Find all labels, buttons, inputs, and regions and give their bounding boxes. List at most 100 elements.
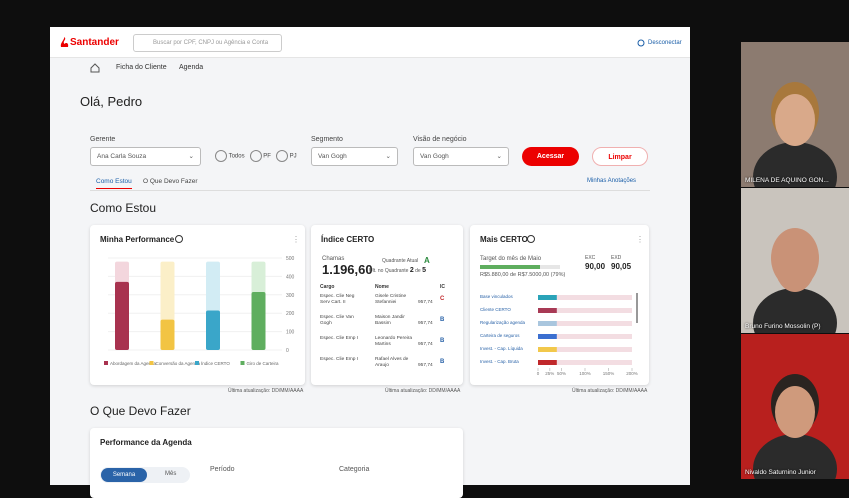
y-tick-label: 300 (286, 293, 295, 299)
name: Gisele Cristine Stefanniei (375, 294, 407, 305)
role: Espec. Clie Neg Serv Cart. II (320, 294, 355, 305)
updated: Última atualização: DD/MM/AAAA (385, 388, 461, 394)
last-quadrant: Últ. no Quadrante 2 de 5 (369, 267, 426, 274)
nav-link[interactable]: Ficha do Cliente (116, 64, 167, 71)
nav-link[interactable]: Agenda (179, 64, 204, 71)
section-title: O Que Devo Fazer (90, 404, 191, 418)
bar-track (538, 308, 632, 313)
card-title: Mais CERTO (480, 235, 528, 244)
radio-label[interactable]: PF (263, 153, 271, 160)
column-header: Cargo (320, 284, 335, 290)
manager-select[interactable]: Ana Carla Souza ⌄ (90, 147, 201, 166)
x-tick-label: 25% (545, 371, 554, 376)
exc-label: EXC (585, 255, 596, 261)
score: 1.196,60 (322, 262, 373, 277)
x-tick-label: 200% (626, 371, 638, 376)
y-tick-label: 400 (286, 274, 295, 280)
grade: B (440, 338, 445, 344)
legend-swatch (104, 361, 108, 365)
divider (90, 190, 650, 191)
logo: Santander (70, 37, 119, 48)
radio-group: Todos PF PJ (215, 150, 297, 162)
score-label: Chamas (322, 256, 345, 262)
search-placeholder: Buscar por CPF, CNPJ ou Agência e Conta (153, 40, 269, 46)
row-label: Carteira de seguros (480, 333, 520, 338)
last-label: Últ. no Quadrante (369, 268, 409, 274)
last-value: 2 (409, 267, 414, 274)
indice-card (311, 225, 463, 385)
bar-track (538, 360, 632, 365)
mais-chart: Base vinculados Cliente CERTO Regularizaçã… (480, 235, 644, 376)
performance-chart: 500 400 300 200 100 0 Abordagem da Agenda Conve… (104, 235, 300, 366)
business-select[interactable]: Van Gogh ⌄ (413, 147, 509, 166)
menu-icon: ⋮ (636, 235, 644, 244)
clear-button[interactable]: Limpar (592, 147, 648, 166)
exd: 90,05 (611, 262, 632, 271)
notes-link[interactable]: Minhas Anotações (587, 178, 637, 184)
legend-swatch (240, 361, 245, 365)
role: Espec. Clie Emp I (320, 336, 359, 341)
y-tick-label: 100 (286, 330, 295, 336)
participant-video (753, 228, 837, 333)
x-tick-label: 100% (579, 371, 591, 376)
row-label: Regularização agenda (480, 320, 526, 325)
bar-track (538, 347, 632, 352)
field-label: Categoria (339, 466, 370, 473)
legend-swatch (195, 361, 199, 365)
bar (538, 334, 557, 339)
y-tick-label: 200 (286, 311, 295, 317)
row-label: Invest. - Cap. Bruta (480, 359, 519, 364)
bar (115, 281, 129, 350)
grade: C (440, 296, 445, 302)
value: 957,74 (418, 300, 433, 305)
bar-track (538, 334, 632, 339)
filter-label: Segmento (311, 136, 343, 143)
column-header: IC (440, 284, 445, 290)
tab[interactable]: Mês (165, 471, 177, 477)
bar-track (538, 295, 632, 300)
last-total: 5 (422, 267, 427, 274)
tab-active[interactable]: Semana (101, 468, 147, 482)
page: Santander Buscar por CPF, CNPJ ou Agênci… (50, 27, 849, 498)
role: Espec. Clie Emp I (320, 357, 359, 362)
legend-swatch (149, 361, 154, 365)
radio-label[interactable]: PJ (289, 153, 297, 160)
business-value: Van Gogh (420, 153, 449, 160)
mais-card (470, 225, 649, 385)
bar-track (538, 321, 632, 326)
tab[interactable]: O Que Devo Fazer (143, 178, 198, 185)
legend-label: Giro de Carteira (247, 361, 280, 366)
name: Rafael Alves de Araujo (375, 357, 409, 368)
participant-tile: MILENA DE AQUINO GON... (741, 42, 849, 187)
card-title: Performance da Agenda (100, 438, 192, 447)
column-header: Nome (375, 284, 389, 290)
field-label: Período (210, 466, 235, 473)
row-label: Invest. - Cap. Líquida (480, 346, 523, 351)
legend-label: Índice CERTO (201, 360, 230, 366)
row-label: Base vinculados (480, 294, 514, 299)
value: 957,74 (418, 342, 433, 347)
bar (538, 360, 557, 365)
bar (538, 295, 557, 300)
x-tick-label: 50% (557, 371, 566, 376)
participant-name: Nivaldo Saturnino Junior (745, 469, 816, 476)
row-label: Cliente CERTO (480, 307, 511, 312)
home-icon[interactable] (90, 63, 100, 73)
quadrant-label: Quadrante Atual (382, 258, 419, 264)
bar (251, 292, 266, 350)
x-tick-label: 0 (537, 371, 540, 376)
name: Maison Jandir Bassim (375, 315, 405, 326)
updated: Última atualização: DD/MM/AAAA (572, 388, 648, 394)
quadrant: A (424, 256, 430, 265)
target-bar (480, 265, 560, 269)
x-tick-label: 150% (603, 371, 615, 376)
tab-active[interactable]: Como Estou (96, 178, 132, 189)
search-box[interactable] (133, 34, 282, 52)
submit-button[interactable]: Acessar (522, 147, 579, 166)
logout[interactable]: Desconectar (648, 40, 682, 46)
exc: 90,00 (585, 262, 606, 271)
radio-label[interactable]: Todos (228, 153, 245, 160)
segment-value: Van Gogh (318, 153, 347, 160)
segment-select[interactable]: Van Gogh ⌄ (311, 147, 398, 166)
bar (538, 308, 557, 313)
